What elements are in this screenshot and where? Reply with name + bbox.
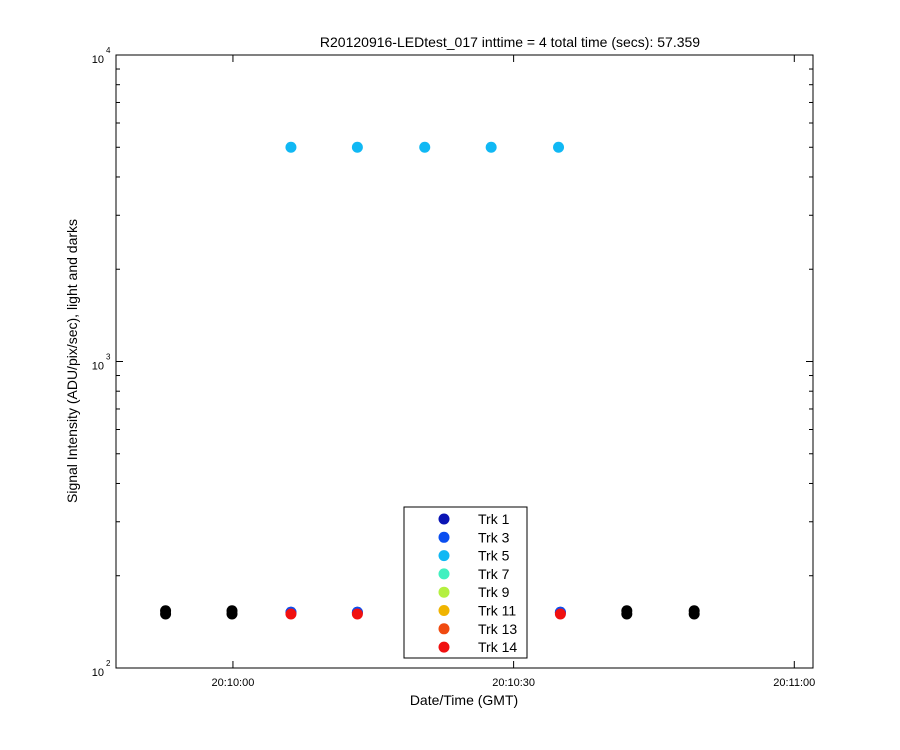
legend-box <box>403 506 528 659</box>
data-point <box>554 608 566 620</box>
legend-entry: Trk 13 <box>478 621 517 637</box>
y-tick-label: 10 <box>92 54 104 66</box>
legend-entry: Trk 7 <box>478 566 510 582</box>
data-point <box>351 141 363 153</box>
data-point <box>285 608 297 620</box>
x-tick-label: 20:10:30 <box>492 677 535 689</box>
y-tick-exponent: 4 <box>106 46 111 55</box>
legend-marker <box>438 586 450 598</box>
legend-entry: Trk 9 <box>478 584 510 600</box>
legend-entry: Trk 5 <box>478 548 510 564</box>
legend-entry: Trk 1 <box>478 511 510 527</box>
data-point <box>351 608 363 620</box>
legend-marker <box>438 641 450 653</box>
legend-entry: Trk 3 <box>478 529 510 545</box>
legend-marker <box>438 531 450 543</box>
data-points <box>160 141 700 620</box>
dark-point <box>160 608 172 620</box>
legend-marker <box>438 568 450 580</box>
data-point <box>285 141 297 153</box>
legend-marker <box>438 623 450 635</box>
y-axis-label: Signal Intensity (ADU/pix/sec), light an… <box>64 219 80 503</box>
y-tick-exponent: 2 <box>106 659 111 668</box>
dark-point <box>621 608 633 620</box>
dark-point <box>688 608 700 620</box>
x-tick-label: 20:11:00 <box>773 677 815 689</box>
legend-marker <box>438 513 450 525</box>
data-point <box>485 141 497 153</box>
x-tick-label: 20:10:00 <box>212 677 255 689</box>
chart-title: R20120916-LEDtest_017 inttime = 4 total … <box>320 34 700 50</box>
data-point <box>419 141 431 153</box>
y-tick-label: 10 <box>92 361 104 373</box>
data-point <box>553 141 565 153</box>
legend-marker <box>438 605 450 616</box>
x-axis: 20:10:00 20:10:30 20:11:00 <box>212 55 815 689</box>
legend-entry: Trk 14 <box>478 639 517 655</box>
y-tick-exponent: 3 <box>106 353 111 362</box>
legend: Trk 1 Trk 3 Trk 5 Trk 7 Trk 9 Trk 11 Trk 13 Trk… <box>403 506 528 659</box>
x-axis-label: Date/Time (GMT) <box>410 692 518 708</box>
legend-marker <box>438 550 450 562</box>
legend-entry: Trk 11 <box>478 603 516 619</box>
dark-point <box>226 608 238 620</box>
y-tick-label: 10 <box>92 667 104 679</box>
